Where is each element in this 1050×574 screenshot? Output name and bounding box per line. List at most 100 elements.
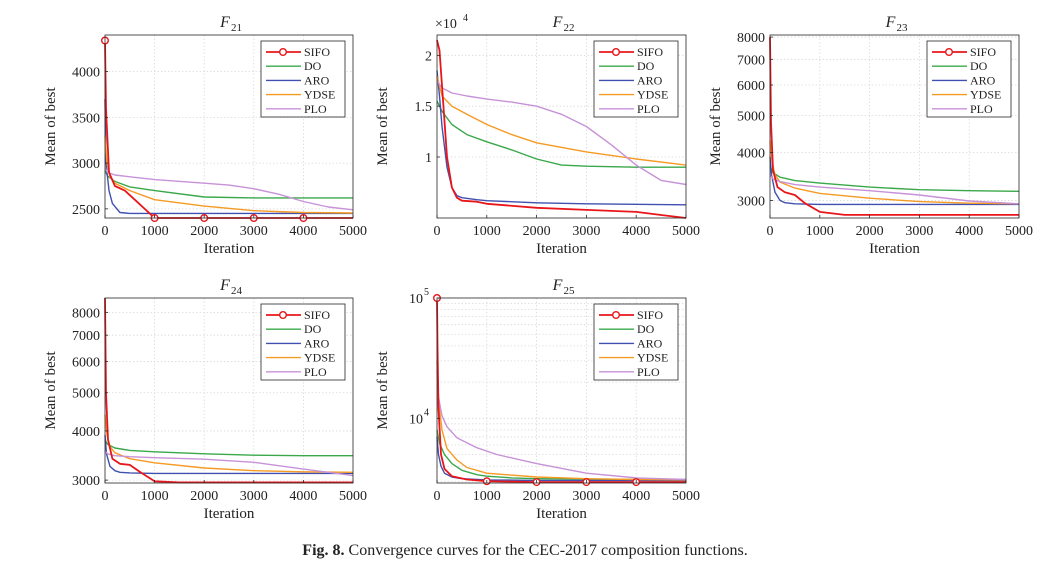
series-line-plo — [104, 450, 354, 477]
legend-label-aro: ARO — [304, 336, 330, 350]
x-tick-label: 5000 — [339, 224, 367, 239]
x-tick-label: 0 — [102, 224, 109, 239]
y-tick-label: 2500 — [72, 203, 100, 218]
series-line-plo — [104, 167, 354, 211]
legend-label-plo: PLO — [970, 102, 993, 116]
series-line-plo — [436, 80, 687, 186]
chart-title-sub: 21 — [231, 22, 242, 34]
x-axis-label: Iteration — [536, 506, 587, 522]
x-tick-label: 2000 — [523, 489, 551, 504]
subplot-f22: 0 1000 2000 3000 4000 5000 1 1.5 2 ×10 4 F 22 Iterati… — [375, 13, 700, 257]
x-tick-label: 5000 — [672, 489, 700, 504]
y-tick-label: 2 — [425, 49, 432, 64]
x-axis-label: Iteration — [204, 241, 255, 257]
legend-label-ydse: YDSE — [304, 88, 335, 102]
chart-title-sub: 24 — [231, 285, 243, 297]
series-line-sifo — [436, 39, 687, 219]
x-tick-label: 5000 — [1005, 224, 1033, 239]
y-tick-label: 5000 — [737, 109, 765, 124]
series-line-sifo — [436, 297, 686, 484]
x-tick-label: 3000 — [905, 224, 933, 239]
x-tick-label: 0 — [434, 489, 441, 504]
y-tick-label: 10 — [409, 292, 423, 307]
legend-label-plo: PLO — [304, 102, 327, 116]
axes-box — [769, 34, 1020, 219]
legend-label-do: DO — [637, 59, 655, 73]
legend-label-do: DO — [970, 59, 988, 73]
x-tick-label: 0 — [102, 489, 109, 504]
chart-title-sub: 22 — [564, 22, 575, 34]
x-tick-label: 2000 — [856, 224, 884, 239]
series-line-aro — [436, 70, 687, 206]
chart-title: F — [219, 14, 230, 31]
x-axis-label: Iteration — [869, 241, 920, 257]
y-tick-label: 3000 — [737, 194, 765, 209]
legend-label-do: DO — [637, 322, 655, 336]
caption-label: Fig. 8. — [302, 542, 345, 559]
series-line-ydse — [436, 75, 687, 166]
legend-label-do: DO — [304, 322, 322, 336]
legend-label-plo: PLO — [637, 365, 660, 379]
x-tick-label: 4000 — [622, 224, 650, 239]
chart-title-sub: 25 — [564, 285, 576, 297]
y-tick-label: 3000 — [72, 474, 100, 489]
y-tick-label: 5000 — [72, 387, 100, 402]
legend-box — [260, 40, 346, 118]
x-tick-label: 2000 — [190, 489, 218, 504]
x-tick-label: 1000 — [141, 489, 169, 504]
legend-label-aro: ARO — [304, 73, 330, 87]
legend-box — [593, 40, 679, 118]
legend-label-ydse: YDSE — [637, 88, 668, 102]
chart-title: F — [552, 277, 563, 294]
subplot-f21: 0 1000 2000 3000 4000 5000 2500 3000 3500 4000 F 21… — [43, 14, 367, 257]
legend-label-sifo: SIFO — [304, 308, 330, 322]
x-tick-label: 1000 — [473, 489, 501, 504]
chart-title: F — [885, 14, 896, 31]
x-tick-label: 1000 — [141, 224, 169, 239]
series-line-do — [436, 100, 686, 168]
y-axis-label: Mean of best — [708, 87, 724, 166]
x-tick-label: 0 — [767, 224, 774, 239]
y-tick-label: 3500 — [72, 111, 100, 126]
legend-marker-sifo — [612, 311, 621, 320]
legend-marker-sifo — [279, 311, 288, 320]
legend-label-do: DO — [304, 59, 322, 73]
y-exponent-power: 4 — [463, 13, 468, 24]
x-tick-label: 5000 — [339, 489, 367, 504]
axes-box — [436, 297, 687, 484]
y-axis-label: Mean of best — [43, 87, 59, 166]
figure-caption: Fig. 8. Convergence curves for the CEC-2… — [0, 542, 1050, 560]
legend-marker-sifo — [279, 48, 288, 57]
y-exponent-label: ×10 — [435, 17, 457, 32]
x-tick-label: 2000 — [523, 224, 551, 239]
caption-text: Convergence curves for the CEC-2017 comp… — [348, 542, 748, 559]
y-tick-label: 7000 — [72, 329, 100, 344]
y-tick-label: 6000 — [737, 79, 765, 94]
axes-box — [436, 34, 687, 219]
x-tick-label: 3000 — [572, 489, 600, 504]
legend-label-plo: PLO — [304, 365, 327, 379]
x-tick-label: 4000 — [955, 224, 983, 239]
axes-box — [104, 297, 354, 484]
y-axis-label: Mean of best — [43, 351, 59, 430]
y-tick-label: 1.5 — [415, 100, 433, 115]
legend-marker-sifo — [612, 48, 621, 57]
series-line-plo — [436, 370, 687, 481]
x-tick-label: 1000 — [473, 224, 501, 239]
legend-label-plo: PLO — [637, 102, 660, 116]
y-tick-label-power: 5 — [424, 287, 429, 298]
x-tick-label: 4000 — [622, 489, 650, 504]
y-tick-label: 1 — [425, 151, 432, 166]
y-tick-label: 10 — [409, 412, 423, 427]
legend-box — [926, 40, 1012, 118]
x-tick-label: 1000 — [806, 224, 834, 239]
chart-title: F — [552, 14, 563, 31]
legend-label-ydse: YDSE — [637, 351, 668, 365]
x-tick-label: 5000 — [672, 224, 700, 239]
legend-box — [593, 303, 679, 381]
legend-marker-sifo — [945, 48, 954, 57]
y-tick-label-power: 4 — [424, 407, 429, 418]
x-tick-label: 0 — [434, 224, 441, 239]
series-line-ydse — [436, 360, 687, 481]
y-tick-label: 4000 — [737, 147, 765, 162]
